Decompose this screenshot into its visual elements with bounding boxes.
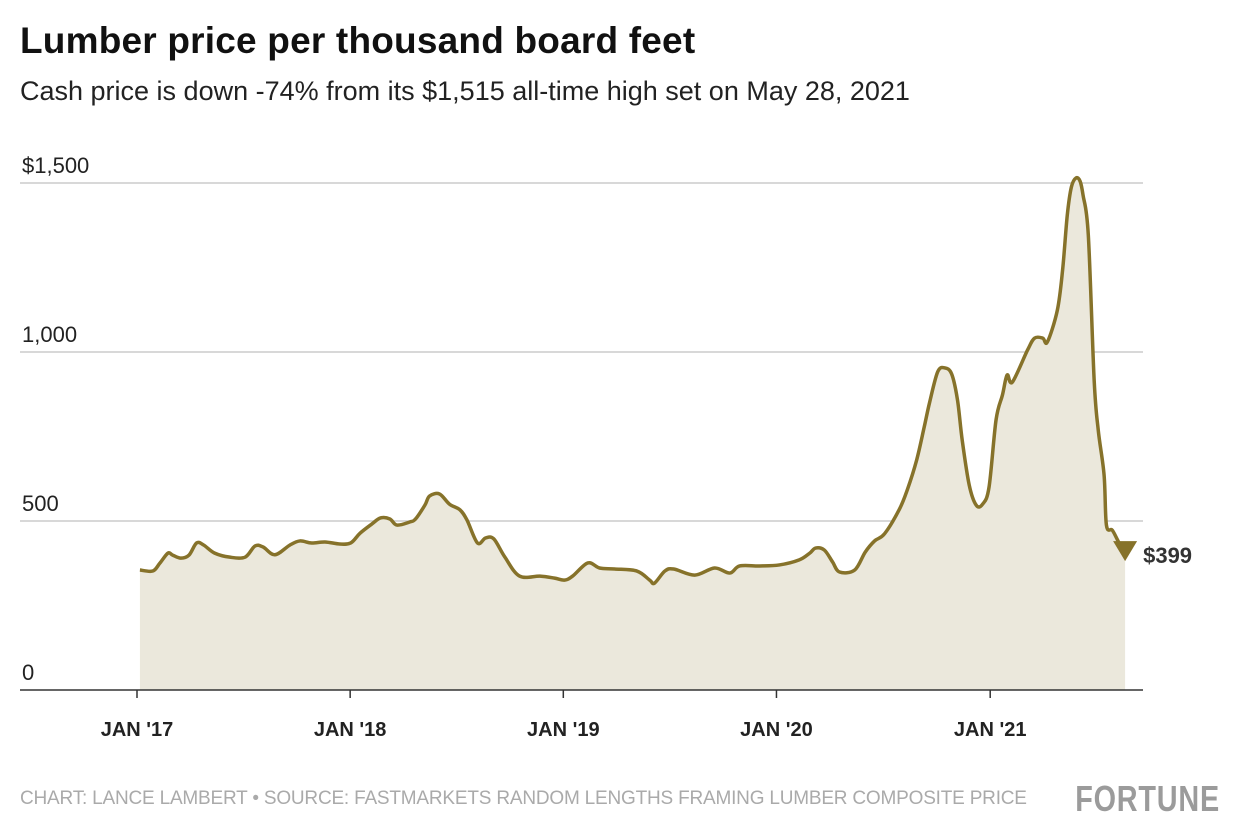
chart-title: Lumber price per thousand board feet bbox=[20, 20, 696, 61]
lumber-price-chart: 0 500 1,000 $1,500 $399 JAN '17 JAN '18 JAN '19… bbox=[20, 153, 1192, 741]
area-fill bbox=[139, 177, 1126, 690]
price-line bbox=[139, 175, 1127, 586]
y-tick-label: $1,500 bbox=[22, 153, 89, 178]
y-tick-label: 0 bbox=[22, 660, 34, 685]
source-credit: CHART: LANCE LAMBERT • SOURCE: FASTMARKE… bbox=[20, 788, 1027, 809]
y-tick-label: 500 bbox=[22, 491, 59, 516]
down-arrow-icon bbox=[1113, 541, 1138, 562]
x-tick-label: JAN '18 bbox=[314, 719, 387, 741]
x-tick-label: JAN '19 bbox=[527, 719, 600, 741]
end-value-label: $399 bbox=[1143, 543, 1192, 568]
x-tick-label: JAN '21 bbox=[954, 719, 1027, 741]
y-tick-label: 1,000 bbox=[22, 322, 77, 347]
chart-subtitle: Cash price is down -74% from its $1,515 … bbox=[20, 76, 910, 106]
fortune-logo: FORTUNE bbox=[1075, 778, 1220, 819]
x-tick-label: JAN '17 bbox=[101, 719, 174, 741]
x-tick-label: JAN '20 bbox=[740, 719, 813, 741]
